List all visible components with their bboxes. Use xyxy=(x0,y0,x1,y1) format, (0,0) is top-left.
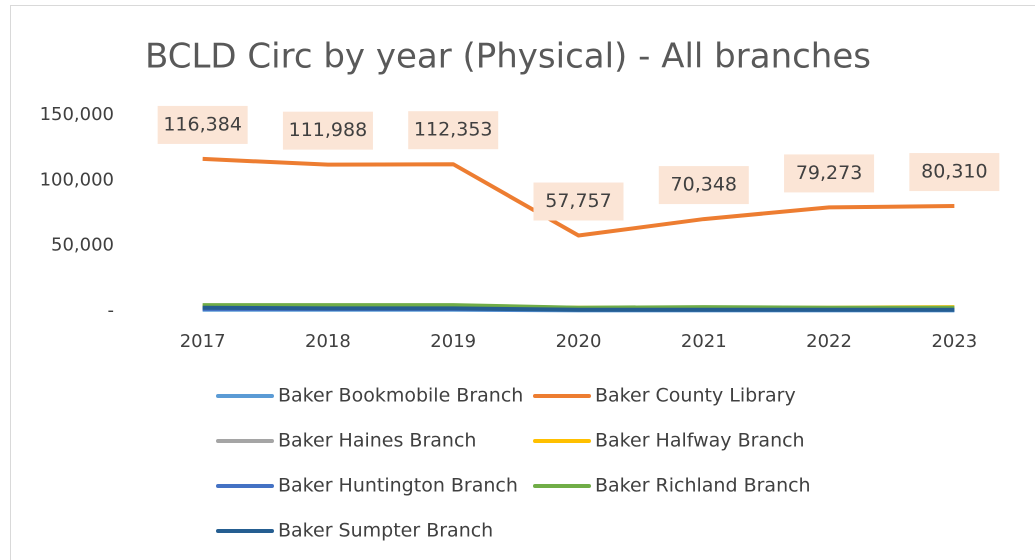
data-label: 116,384 xyxy=(163,113,242,135)
data-label-bg xyxy=(533,182,624,221)
y-tick-label: 150,000 xyxy=(40,104,114,125)
chart-border xyxy=(10,5,1035,560)
legend-label: Baker County Library xyxy=(595,385,796,407)
data-label: 70,348 xyxy=(671,174,737,196)
data-label-bg xyxy=(784,154,875,193)
x-tick-label: 2017 xyxy=(180,331,226,352)
x-tick-label: 2023 xyxy=(931,331,977,352)
y-tick-label: 50,000 xyxy=(51,235,114,256)
legend-label: Baker Halfway Branch xyxy=(595,430,805,452)
legend-label: Baker Sumpter Branch xyxy=(278,520,493,542)
x-tick-label: 2021 xyxy=(681,331,727,352)
y-tick-label: - xyxy=(108,300,115,321)
x-tick-label: 2022 xyxy=(806,331,852,352)
data-label-bg xyxy=(408,111,499,150)
data-label: 80,310 xyxy=(921,161,987,183)
data-label-bg xyxy=(157,105,248,144)
data-label-bg xyxy=(909,153,1000,192)
legend-label: Baker Huntington Branch xyxy=(278,475,518,497)
data-label-bg xyxy=(658,166,749,205)
data-label: 79,273 xyxy=(796,162,862,184)
x-tick-label: 2020 xyxy=(556,331,602,352)
data-label: 57,757 xyxy=(545,190,611,212)
legend-label: Baker Richland Branch xyxy=(595,475,811,497)
series-line xyxy=(202,305,955,312)
y-tick-label: 100,000 xyxy=(40,169,114,190)
legend-label: Baker Haines Branch xyxy=(278,430,476,452)
x-tick-label: 2019 xyxy=(430,331,476,352)
data-label: 112,353 xyxy=(414,119,493,141)
chart-title: BCLD Circ by year (Physical) - All branc… xyxy=(145,37,871,77)
x-tick-label: 2018 xyxy=(305,331,351,352)
legend-label: Baker Bookmobile Branch xyxy=(278,385,523,407)
data-label-bg xyxy=(282,111,373,150)
series-line xyxy=(202,156,955,238)
data-label: 111,988 xyxy=(289,119,368,141)
